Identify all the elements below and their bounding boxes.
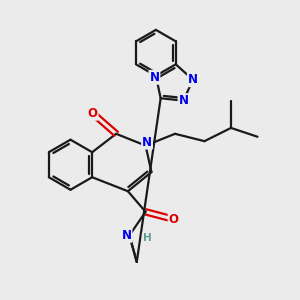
- Text: O: O: [169, 213, 178, 226]
- Text: N: N: [142, 136, 152, 148]
- Text: N: N: [149, 71, 159, 84]
- Text: O: O: [88, 107, 98, 120]
- Text: N: N: [178, 94, 188, 107]
- Text: H: H: [143, 233, 152, 243]
- Text: N: N: [188, 73, 198, 86]
- Text: N: N: [122, 229, 131, 242]
